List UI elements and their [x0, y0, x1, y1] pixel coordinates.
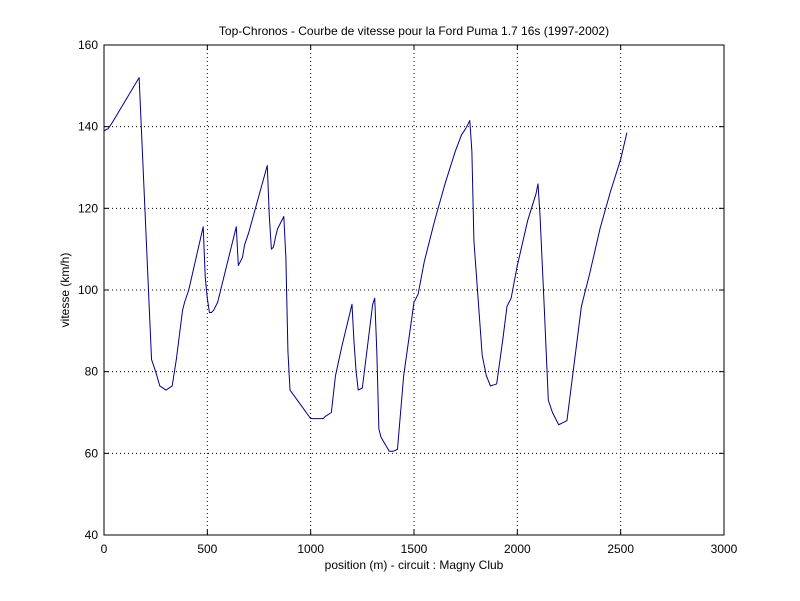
x-tick-label: 0 — [101, 542, 108, 556]
x-tick-label: 1500 — [401, 542, 428, 556]
x-tick-label: 2500 — [607, 542, 634, 556]
y-tick-label: 80 — [85, 365, 99, 379]
y-tick-label: 160 — [78, 38, 98, 52]
ticks-group: 0 500 1000 1500 2000 2500 3000 40 60 80 100 120 140 1… — [78, 38, 738, 556]
chart-title: Top-Chronos - Courbe de vitesse pour la … — [219, 24, 609, 38]
y-tick-label: 60 — [85, 446, 99, 460]
x-axis-title: position (m) - circuit : Magny Club — [325, 558, 504, 572]
series-group — [103, 77, 628, 452]
x-tick-label: 500 — [197, 542, 217, 556]
y-axis-title: vitesse (km/h) — [58, 253, 72, 328]
y-tick-label: 120 — [78, 201, 98, 215]
x-tick-label: 3000 — [711, 542, 738, 556]
y-tick-label: 140 — [78, 120, 98, 134]
y-tick-label: 40 — [85, 528, 99, 542]
x-tick-label: 2000 — [504, 542, 531, 556]
grid — [104, 45, 724, 535]
speed-series-line — [103, 77, 628, 452]
x-tick-label: 1000 — [297, 542, 324, 556]
y-tick-label: 100 — [78, 283, 98, 297]
